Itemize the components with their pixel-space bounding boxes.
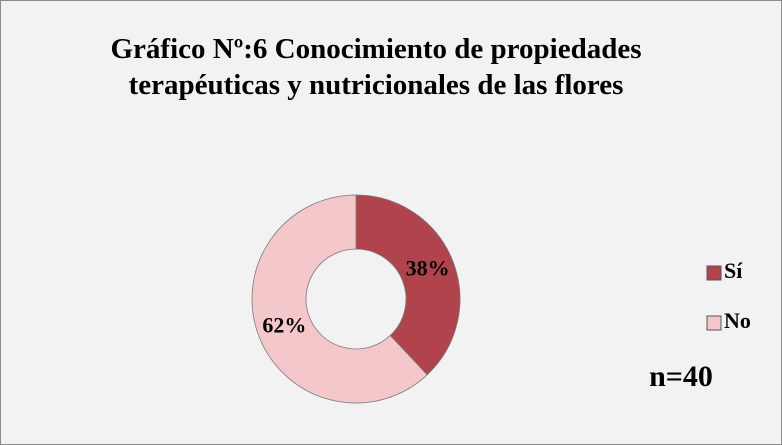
legend-swatch <box>706 265 722 281</box>
slice <box>251 194 428 404</box>
annotation: n=40 <box>649 360 713 393</box>
chart-title: Gráfico Nº:6 Conocimiento de propiedades… <box>110 33 642 101</box>
data-label: 38% <box>406 256 450 281</box>
slice <box>355 194 461 376</box>
legend-label: Sí <box>724 258 743 283</box>
legend-label: No <box>724 308 751 333</box>
legend-swatch <box>706 315 722 331</box>
data-label: 62% <box>262 312 306 337</box>
